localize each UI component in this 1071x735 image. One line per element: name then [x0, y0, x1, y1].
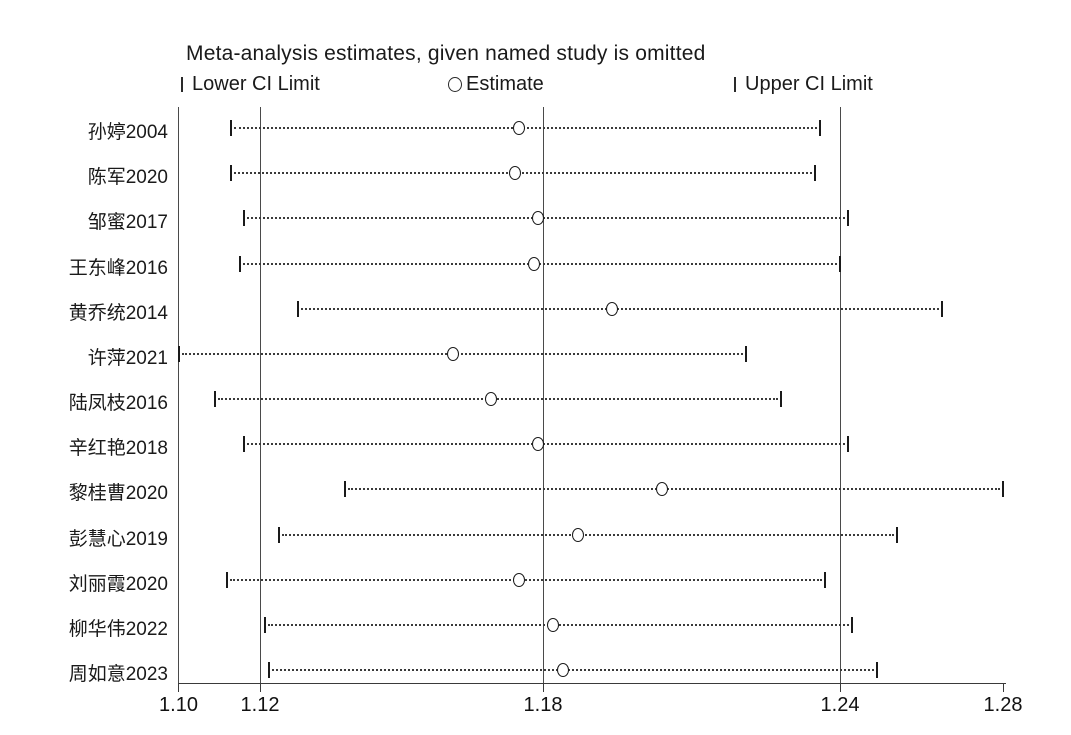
study-label: 邹蜜2017	[87, 212, 168, 234]
estimate-marker	[606, 301, 619, 316]
study-label: 陈军2020	[87, 167, 168, 189]
upper-ci-marker	[839, 255, 841, 272]
ci-dotted-line	[281, 533, 895, 536]
upper-ci-marker	[1002, 481, 1004, 498]
upper-ci-marker	[875, 662, 878, 679]
legend-item-estimate: Estimate	[448, 72, 544, 95]
study-label: 王东峰2016	[68, 257, 168, 279]
x-axis-tick-label: 1.10	[159, 694, 198, 716]
legend-label-estimate: Estimate	[466, 72, 544, 95]
ci-dotted-line	[242, 262, 837, 265]
x-axis-tick	[839, 683, 841, 692]
upper-ci-marker	[940, 300, 943, 317]
upper-ci-marker	[851, 616, 854, 633]
ci-dotted-line	[230, 578, 823, 581]
lower-ci-marker	[343, 481, 346, 498]
ci-dotted-line	[234, 127, 818, 129]
lower-ci-marker	[177, 345, 180, 362]
upper-ci-marker	[824, 571, 827, 588]
estimate-marker	[556, 663, 569, 678]
legend-label-upper-ci: Upper CI Limit	[745, 72, 873, 95]
lower-ci-marker	[263, 616, 266, 633]
upper-ci-marker	[847, 210, 850, 227]
estimate-marker	[571, 527, 584, 542]
estimate-marker	[513, 572, 526, 587]
study-label: 彭慧心2019	[68, 528, 168, 550]
lower-ci-marker	[226, 571, 229, 588]
reference-line-0	[259, 107, 261, 683]
study-label: 陆凤枝2016	[68, 393, 168, 415]
estimate-marker	[513, 121, 526, 135]
study-label: 周如意2023	[68, 664, 168, 686]
x-axis-line	[178, 683, 1006, 684]
upper-ci-marker	[896, 526, 899, 543]
lower-ci-marker	[230, 165, 233, 182]
study-label: 刘丽霞2020	[68, 573, 168, 595]
lower-ci-marker	[238, 255, 241, 272]
lower-ci-bar-icon	[181, 76, 183, 92]
upper-ci-marker	[847, 436, 850, 453]
lower-ci-marker	[268, 662, 271, 679]
lower-ci-marker	[230, 120, 233, 136]
estimate-marker	[546, 617, 559, 632]
estimate-marker	[447, 346, 460, 361]
upper-ci-marker	[744, 345, 747, 362]
estimate-marker	[532, 437, 545, 452]
estimate-marker	[527, 256, 540, 271]
ci-dotted-line	[218, 398, 778, 401]
estimate-marker	[508, 166, 521, 181]
estimate-circle-icon	[448, 76, 462, 92]
ci-dotted-line	[300, 307, 939, 310]
legend-item-upper-ci: Upper CI Limit	[734, 72, 873, 95]
ci-dotted-line	[347, 488, 1000, 491]
reference-line-2	[839, 107, 841, 683]
reference-line-1	[542, 107, 544, 683]
upper-ci-marker	[779, 391, 782, 408]
study-label: 柳华伟2022	[68, 618, 168, 640]
ci-dotted-line	[246, 217, 846, 220]
x-axis-tick-label: 1.24	[820, 694, 860, 716]
x-axis-tick-label: 1.28	[983, 694, 1023, 716]
estimate-marker	[485, 392, 498, 407]
study-label: 黎桂曹2020	[68, 483, 168, 505]
estimate-marker	[655, 482, 668, 497]
lower-ci-marker	[214, 391, 217, 408]
study-label: 孙婷2004	[87, 122, 168, 143]
x-axis-tick	[542, 683, 544, 692]
lower-ci-marker	[277, 526, 280, 543]
study-label: 许萍2021	[87, 347, 168, 369]
upper-ci-bar-icon	[734, 76, 736, 92]
ci-dotted-line	[272, 669, 874, 672]
lower-ci-marker	[242, 210, 245, 227]
ci-dotted-line	[181, 352, 743, 355]
x-axis-tick	[259, 683, 261, 692]
chart-title: Meta-analysis estimates, given named stu…	[186, 42, 706, 65]
upper-ci-marker	[819, 120, 822, 136]
lower-ci-marker	[296, 300, 299, 317]
x-axis-tick-label: 1.18	[523, 694, 563, 716]
legend-label-lower-ci: Lower CI Limit	[192, 72, 320, 95]
ci-dotted-line	[234, 172, 813, 175]
x-axis-tick	[178, 683, 179, 692]
study-label: 黄乔统2014	[68, 302, 168, 324]
upper-ci-marker	[814, 165, 817, 182]
ci-dotted-line	[246, 443, 846, 446]
x-axis-tick-label: 1.12	[240, 694, 280, 716]
legend-item-lower-ci: Lower CI Limit	[181, 72, 320, 95]
lower-ci-marker	[242, 436, 245, 453]
x-axis-tick	[1002, 683, 1004, 692]
y-axis-line	[178, 107, 179, 683]
estimate-marker	[532, 211, 545, 226]
study-label: 辛红艳2018	[68, 438, 168, 460]
